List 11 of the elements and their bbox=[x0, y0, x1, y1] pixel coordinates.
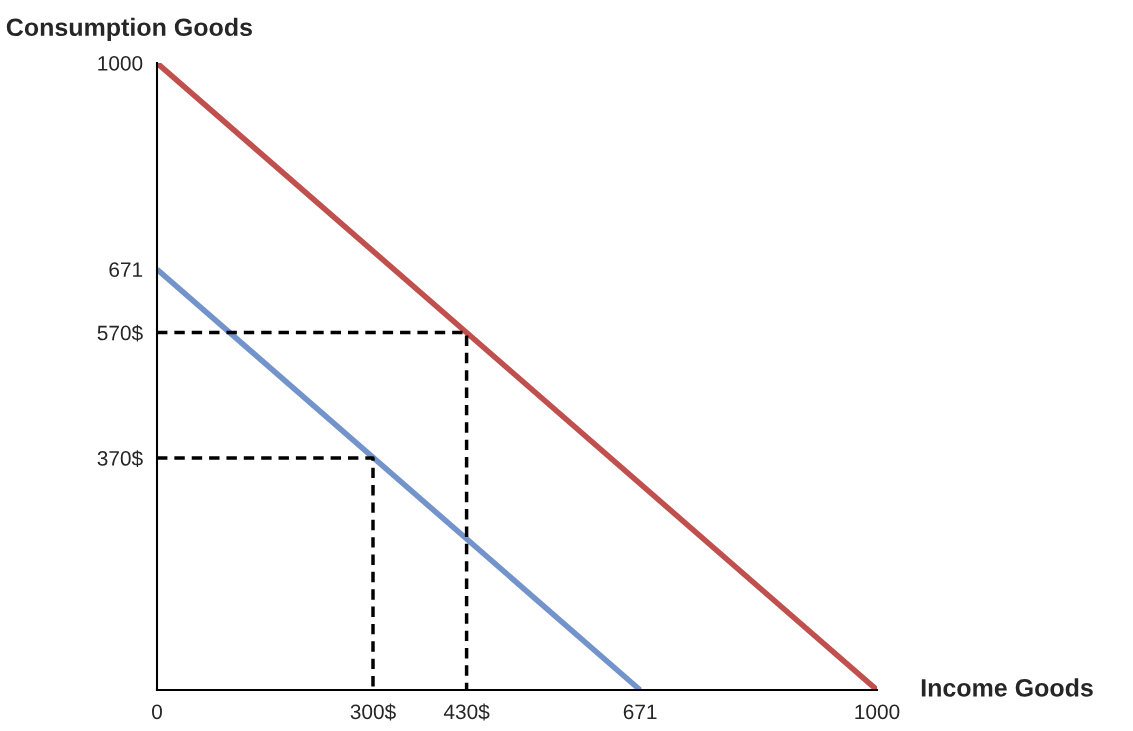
x-tick-label: 671 bbox=[623, 704, 657, 720]
y-tick-label: 570$ bbox=[97, 324, 143, 342]
x-tick-label: 430$ bbox=[443, 703, 490, 721]
y-tick-label: 671 bbox=[109, 262, 143, 278]
y-tick-label: 370$ bbox=[97, 450, 143, 467]
x-axis-title: Income Goods bbox=[921, 678, 1093, 697]
x-tick-label: 1000 bbox=[855, 704, 900, 720]
y-axis-title: Consumption Goods bbox=[6, 17, 252, 42]
y-tick-label: 1000 bbox=[98, 56, 143, 71]
x-tick-label: 300$ bbox=[350, 703, 396, 721]
x-tick-label: 0 bbox=[152, 704, 162, 720]
